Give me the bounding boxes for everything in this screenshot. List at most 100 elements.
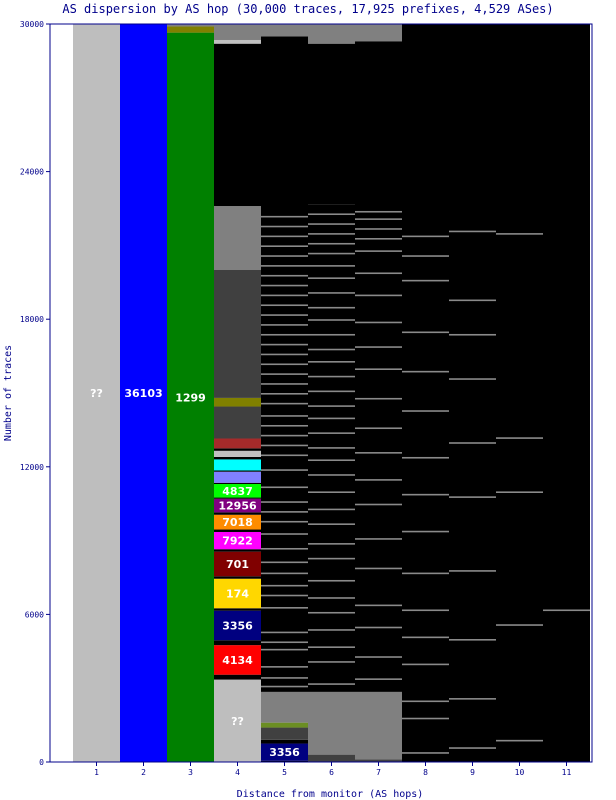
gray-band-hop-7-13 [355,321,402,324]
bar-segment-hop-2-0 [120,24,167,762]
gray-band-hop-5-27 [261,363,308,366]
gray-band-hop-5-12 [261,533,308,535]
gray-band-hop-9-8 [449,299,496,302]
gray-band-hop-7-4 [355,567,402,570]
bar-segment-hop-4-9 [214,549,261,552]
gray-band-hop-7-20 [355,210,402,213]
gray-band-hop-5-15 [261,501,308,503]
gray-band-hop-5-7 [261,594,308,597]
bar-segment-hop-7-3 [355,24,402,42]
gray-band-hop-8-11 [402,370,449,373]
gray-band-hop-6-25 [308,292,355,294]
x-tick-label-6: 6 [329,768,334,777]
bar-segment-hop-6-0 [308,754,355,762]
bar-segment-hop-3-0 [167,32,214,763]
gray-band-hop-5-14 [261,511,308,513]
gray-band-hop-9-7 [449,333,496,336]
gray-band-hop-5-40 [261,235,308,238]
gray-band-hop-5-41 [261,225,308,228]
gray-band-hop-5-9 [261,572,308,575]
segment-label-hop-4-2: 4134 [222,654,253,667]
gray-band-hop-5-16 [261,486,308,489]
gray-band-hop-5-13 [261,520,308,523]
bar-segment-hop-9-0 [449,24,496,762]
bar-segment-hop-4-14 [214,498,261,513]
bar-segment-hop-3-2 [167,24,214,27]
bar-segment-hop-4-0 [214,679,261,762]
gray-band-hop-9-2 [449,639,496,641]
bar-segment-hop-6-4 [308,24,355,44]
gray-band-hop-6-3 [308,629,355,631]
gray-band-hop-10-3 [496,437,543,439]
bar-segment-hop-5-4 [261,722,308,728]
gray-band-hop-6-18 [308,390,355,393]
gray-band-hop-7-3 [355,604,402,607]
bar-segment-hop-1-0 [73,24,120,762]
gray-band-hop-5-31 [261,324,308,326]
gray-band-hop-5-18 [261,454,308,457]
gray-band-hop-8-5 [402,609,449,612]
x-tick-label-7: 7 [376,768,381,777]
gray-band-hop-5-2 [261,666,308,668]
gray-band-hop-5-23 [261,402,308,405]
gray-band-hop-5-3 [261,648,308,651]
gray-band-hop-5-35 [261,284,308,287]
gray-band-hop-10-2 [496,491,543,493]
gray-band-hop-8-13 [402,279,449,282]
gray-band-hop-9-0 [449,747,496,749]
segment-label-hop-4-4: 3356 [222,619,253,632]
gray-band-hop-6-31 [308,223,355,225]
bar-segment-hop-4-1 [214,674,261,680]
gray-band-hop-5-21 [261,424,308,427]
bar-segment-hop-4-2 [214,645,261,675]
bar-segment-hop-4-7 [214,576,261,579]
gray-band-hop-8-14 [402,255,449,257]
gray-band-hop-5-24 [261,393,308,395]
gray-band-hop-5-19 [261,444,308,447]
bar-segment-hop-4-13 [214,512,261,515]
gray-band-hop-6-17 [308,405,355,407]
gray-band-hop-5-6 [261,607,308,609]
gray-band-hop-7-6 [355,503,402,506]
bar-segment-hop-4-3 [214,640,261,646]
bar-segment-hop-4-16 [214,484,261,498]
bar-segment-hop-5-1 [261,743,308,761]
segment-label-hop-4-6: 174 [226,587,249,600]
x-tick-label-9: 9 [470,768,475,777]
bar-segment-hop-6-3 [308,43,355,205]
gray-band-hop-6-29 [308,242,355,245]
gray-band-hop-7-11 [355,368,402,370]
gray-band-hop-5-17 [261,469,308,471]
gray-band-hop-8-3 [402,663,449,666]
chart-title: AS dispersion by AS hop (30,000 traces, … [62,2,553,16]
gray-band-hop-6-2 [308,646,355,648]
x-axis-label: Distance from monitor (AS hops) [237,789,424,800]
x-tick-label-1: 1 [94,768,99,777]
gray-band-hop-8-6 [402,572,449,575]
bar-segment-hop-4-12 [214,514,261,530]
bar-segment-hop-5-7 [261,24,308,37]
gray-band-hop-6-10 [308,508,355,511]
bar-segment-hop-4-4 [214,610,261,641]
bar-segment-hop-4-15 [214,497,261,499]
gray-band-hop-10-0 [496,739,543,742]
gray-band-hop-5-39 [261,245,308,247]
gray-band-hop-5-26 [261,373,308,375]
gray-band-hop-5-8 [261,584,308,587]
x-tick-label-2: 2 [141,768,146,777]
gray-band-hop-9-5 [449,442,496,444]
gray-band-hop-5-28 [261,353,308,356]
gray-band-hop-8-15 [402,235,449,238]
gray-band-hop-6-26 [308,277,355,279]
bar-segment-hop-6-1 [308,691,355,755]
gray-band-hop-6-8 [308,543,355,545]
gray-band-hop-7-9 [355,427,402,430]
gray-band-hop-7-12 [355,346,402,348]
gray-band-hop-10-1 [496,624,543,626]
gray-band-hop-7-1 [355,656,402,658]
gray-band-hop-9-1 [449,698,496,700]
bar-segment-hop-8-0 [402,24,449,762]
gray-band-hop-6-4 [308,611,355,614]
gray-band-hop-6-15 [308,432,355,434]
